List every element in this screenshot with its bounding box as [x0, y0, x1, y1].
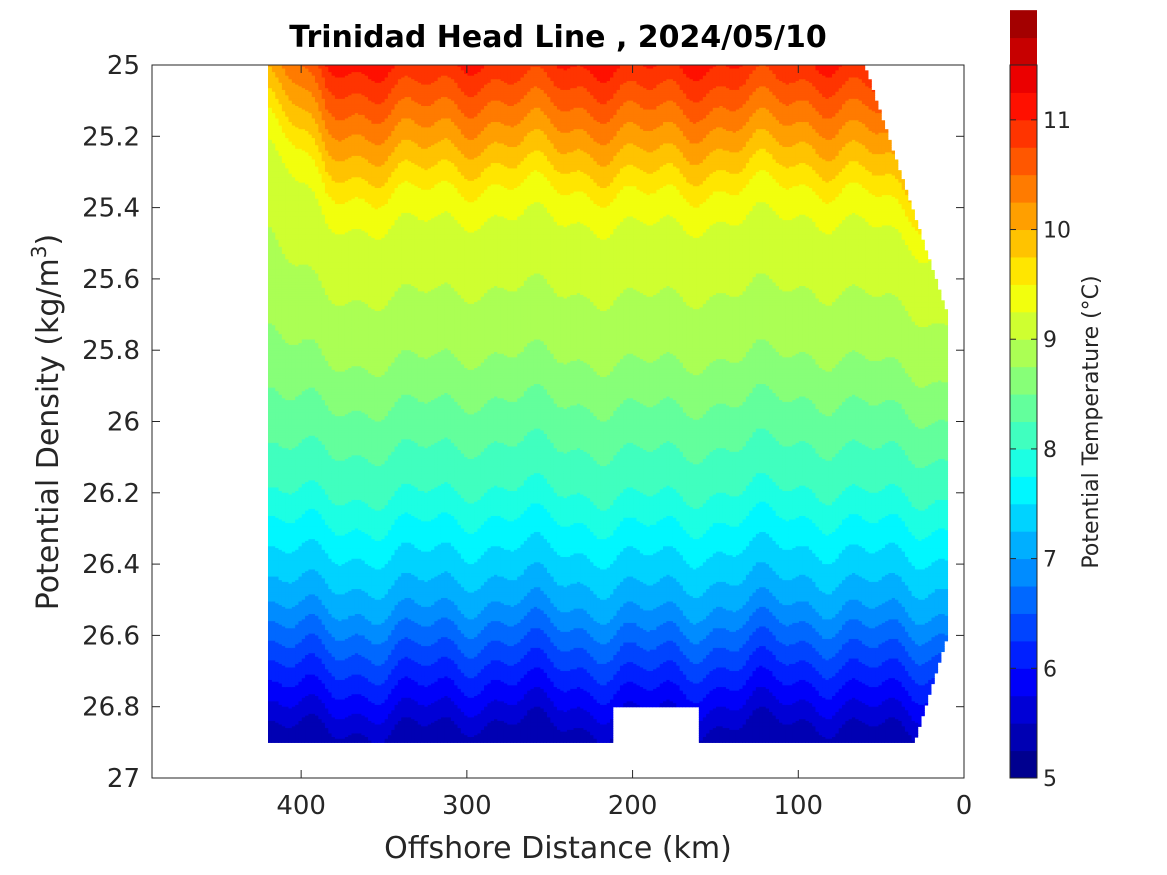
contour-bands [268, 65, 948, 743]
plot-area: 400 300 200 100 0 2525.225.425.625.82626.226… [82, 51, 972, 821]
chart-title: Trinidad Head Line , 2024/05/10 [289, 20, 826, 55]
